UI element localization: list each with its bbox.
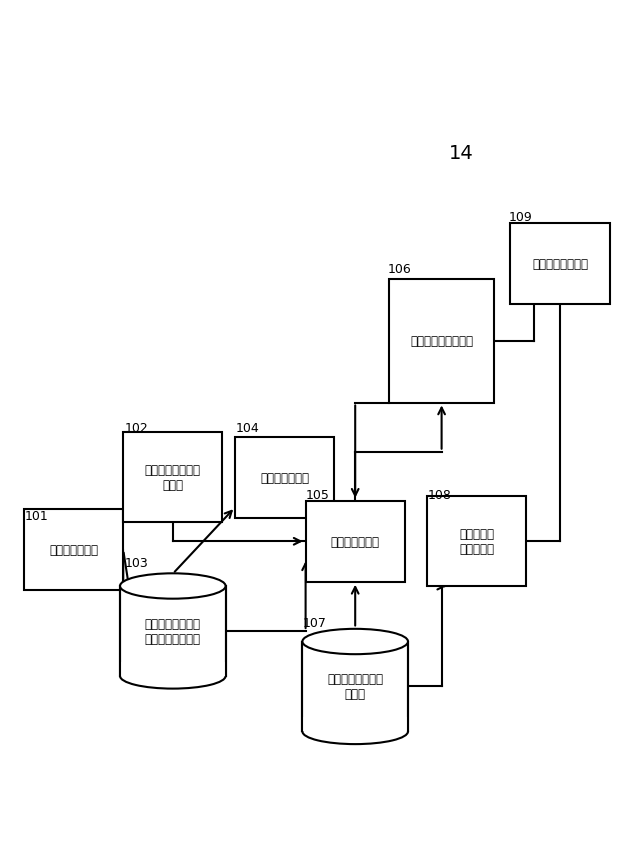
Text: カメラ間連結判定部: カメラ間連結判定部	[410, 334, 473, 348]
FancyBboxPatch shape	[388, 279, 494, 403]
Text: カメラ間連結関係
保存部: カメラ間連結関係 保存部	[327, 673, 383, 700]
Text: 出力カメラ
映像選択部: 出力カメラ 映像選択部	[460, 528, 494, 555]
Ellipse shape	[120, 664, 226, 689]
Text: 103: 103	[125, 556, 148, 570]
Text: 105: 105	[306, 488, 330, 502]
FancyBboxPatch shape	[236, 437, 334, 518]
FancyBboxPatch shape	[306, 502, 405, 582]
FancyBboxPatch shape	[123, 433, 223, 522]
Text: 108: 108	[428, 488, 451, 502]
FancyBboxPatch shape	[119, 662, 227, 676]
Text: 107: 107	[303, 616, 326, 630]
Text: 106: 106	[387, 262, 411, 276]
Text: 監視領域設定部: 監視領域設定部	[49, 543, 98, 557]
Text: 最短経路探索部: 最短経路探索部	[331, 535, 380, 548]
FancyBboxPatch shape	[301, 717, 410, 732]
Text: 104: 104	[236, 421, 259, 435]
Text: カメラパラメータ
設定部: カメラパラメータ 設定部	[145, 464, 201, 491]
Ellipse shape	[303, 719, 408, 744]
FancyBboxPatch shape	[24, 510, 123, 590]
Text: カメラ映像出力部: カメラ映像出力部	[532, 258, 588, 271]
Text: 監視範囲射影部: 監視範囲射影部	[260, 471, 309, 485]
Ellipse shape	[120, 573, 226, 599]
Text: 101: 101	[24, 509, 48, 523]
FancyBboxPatch shape	[120, 586, 226, 676]
FancyBboxPatch shape	[428, 496, 526, 587]
Text: 監視領域・カメラ
パラメータ保存部: 監視領域・カメラ パラメータ保存部	[145, 618, 201, 645]
FancyBboxPatch shape	[511, 224, 610, 305]
FancyBboxPatch shape	[303, 641, 408, 732]
Text: 14: 14	[449, 144, 473, 163]
Text: 109: 109	[509, 211, 532, 224]
Ellipse shape	[303, 630, 408, 654]
Text: 102: 102	[125, 421, 148, 435]
